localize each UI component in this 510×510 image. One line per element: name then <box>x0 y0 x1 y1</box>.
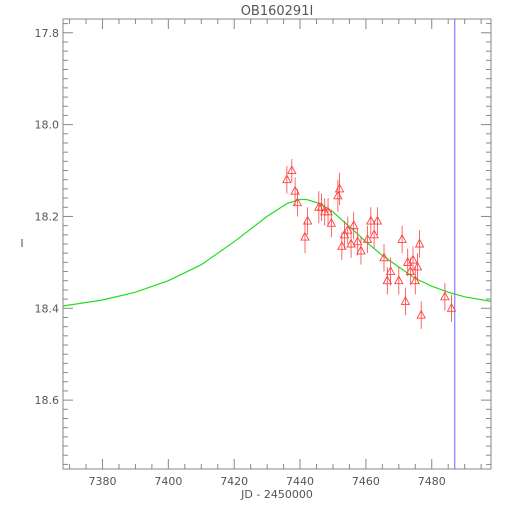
x-tick-label: 7460 <box>352 475 380 488</box>
triangle-marker <box>302 215 313 225</box>
triangle-marker <box>362 233 373 243</box>
triangle-marker <box>412 261 423 271</box>
triangle-marker <box>400 295 411 305</box>
triangle-marker <box>394 275 404 285</box>
triangle-marker <box>337 240 347 250</box>
triangle-marker <box>397 233 407 243</box>
y-tick-label: 18.6 <box>35 394 60 407</box>
data-point <box>352 227 363 256</box>
triangle-marker <box>356 245 366 255</box>
data-point <box>300 221 310 254</box>
data-point <box>408 246 418 274</box>
data-point <box>326 209 337 238</box>
x-tick-label: 7400 <box>154 475 182 488</box>
x-tick-label: 7420 <box>220 475 248 488</box>
triangle-marker <box>416 309 426 319</box>
triangle-marker <box>369 229 379 239</box>
triangle-marker <box>405 266 416 276</box>
triangle-marker <box>300 231 310 241</box>
y-axis-label: I <box>20 237 23 250</box>
data-point <box>440 283 450 311</box>
y-tick-label: 18.0 <box>35 119 60 132</box>
y-tick-label: 18.4 <box>35 302 60 315</box>
data-point <box>372 207 383 235</box>
data-point <box>339 221 350 249</box>
y-tick-label: 17.8 <box>35 27 60 40</box>
data-point <box>287 159 297 183</box>
triangle-marker <box>292 197 303 207</box>
data-point <box>302 207 313 235</box>
data-point <box>446 294 457 323</box>
model-curve <box>62 198 492 307</box>
triangle-marker <box>334 183 345 193</box>
data-point <box>362 225 373 254</box>
triangle-marker <box>352 236 363 246</box>
data-point <box>346 230 356 258</box>
data-point <box>416 301 426 329</box>
triangle-marker <box>372 215 383 225</box>
data-point <box>348 211 359 240</box>
plot-area <box>62 19 492 469</box>
triangle-marker <box>348 220 359 230</box>
chart-title: OB160291I <box>241 4 314 19</box>
data-point <box>319 198 330 226</box>
x-tick-label: 7440 <box>286 475 314 488</box>
triangle-marker <box>343 224 353 234</box>
data-point <box>356 237 366 265</box>
data-point <box>414 230 425 258</box>
triangle-marker <box>323 206 333 216</box>
triangle-marker <box>316 201 327 211</box>
triangle-marker <box>287 165 297 174</box>
data-point <box>343 216 353 244</box>
triangle-marker <box>326 217 337 227</box>
triangle-marker <box>282 174 292 184</box>
data-point <box>385 257 396 286</box>
data-point <box>412 253 423 281</box>
triangle-marker <box>379 252 389 262</box>
x-tick-label: 7480 <box>418 475 446 488</box>
triangle-marker <box>408 254 418 264</box>
data-point <box>379 244 389 272</box>
plot-frame <box>62 18 492 470</box>
data-point <box>366 207 376 235</box>
triangle-marker <box>366 215 376 225</box>
triangle-marker <box>385 266 396 276</box>
data-point <box>405 257 416 286</box>
triangle-marker <box>346 238 356 248</box>
y-axis: 17.8 18.0 18.2 18.4 18.6 <box>35 23 491 465</box>
data-point <box>316 193 327 222</box>
triangle-marker <box>382 275 393 285</box>
data-point <box>394 266 404 295</box>
data-point <box>282 165 292 194</box>
triangle-marker <box>446 302 457 312</box>
data-point <box>369 221 379 249</box>
triangle-marker <box>414 238 425 248</box>
x-axis-label: JD - 2450000 <box>240 488 313 501</box>
data-point <box>333 179 343 212</box>
triangle-marker <box>440 291 450 301</box>
data-point <box>290 177 300 205</box>
data-point <box>334 172 345 205</box>
data-point <box>323 198 333 226</box>
y-tick-label: 18.2 <box>35 210 60 223</box>
x-axis: 7380 7400 7420 7440 7460 7480 <box>69 19 482 488</box>
triangle-marker <box>339 229 350 239</box>
x-tick-label: 7380 <box>89 475 117 488</box>
data-point <box>382 266 393 295</box>
data-point <box>400 287 411 316</box>
data-point <box>397 225 407 254</box>
data-point <box>337 232 347 261</box>
data-point <box>292 188 303 217</box>
